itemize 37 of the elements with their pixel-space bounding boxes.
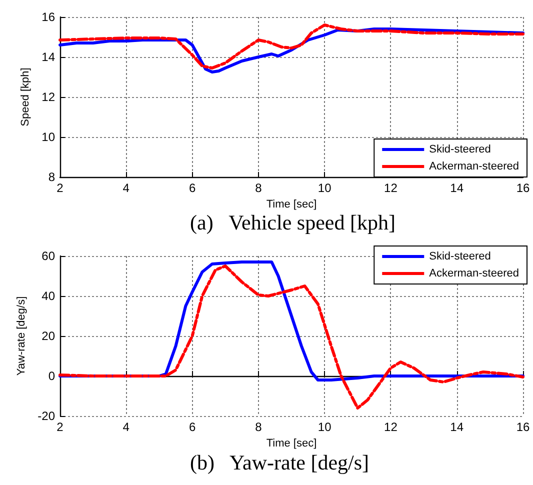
y-tick-label: 60	[42, 249, 56, 263]
text: (b) Yaw-rate [deg/s]	[190, 450, 370, 474]
legend-label: Ackerman-steered	[429, 160, 520, 172]
x-tick-label: 2	[56, 181, 64, 195]
x-tick-label: 6	[188, 420, 196, 434]
x-tick-label: 4	[122, 420, 130, 434]
y-tick-label: 10	[42, 130, 56, 144]
y-axis-title: Speed [kph]	[19, 68, 32, 126]
x-tick-label: 12	[384, 420, 398, 434]
x-axis-title: Time [sec]	[266, 198, 317, 210]
legend-label: Skid-steered	[429, 144, 491, 156]
y-tick-label: 14	[42, 50, 56, 64]
x-tick-label: 2	[56, 420, 64, 434]
x-tick-label: 10	[318, 181, 332, 195]
text: (a) Vehicle speed [kph]	[190, 210, 396, 234]
legend-label: Skid-steered	[429, 250, 491, 262]
y-tick-label: 40	[42, 289, 56, 303]
y-tick-label: 12	[42, 90, 56, 104]
x-tick-label: 14	[450, 420, 464, 434]
y-tick-label: 8	[48, 170, 56, 184]
y-tick-label: 0	[48, 369, 56, 383]
y-tick-label: 16	[42, 10, 56, 24]
legend-label: Ackerman-steered	[429, 268, 520, 280]
x-tick-label: 6	[188, 181, 196, 195]
x-tick-label: 16	[516, 181, 530, 195]
x-tick-label: 10	[318, 420, 332, 434]
x-axis-title: Time [sec]	[266, 437, 317, 450]
x-tick-label: 16	[516, 420, 530, 434]
x-tick-label: 14	[450, 181, 464, 195]
x-tick-label: 4	[122, 181, 130, 195]
y-tick-label: -20	[38, 409, 56, 423]
x-tick-label: 8	[255, 420, 262, 434]
x-tick-label: 8	[255, 181, 262, 195]
y-axis-title: Yaw-rate [deg/s]	[15, 296, 28, 376]
y-tick-label: 20	[42, 329, 56, 343]
x-tick-label: 12	[384, 181, 398, 195]
line-series	[58, 264, 524, 410]
